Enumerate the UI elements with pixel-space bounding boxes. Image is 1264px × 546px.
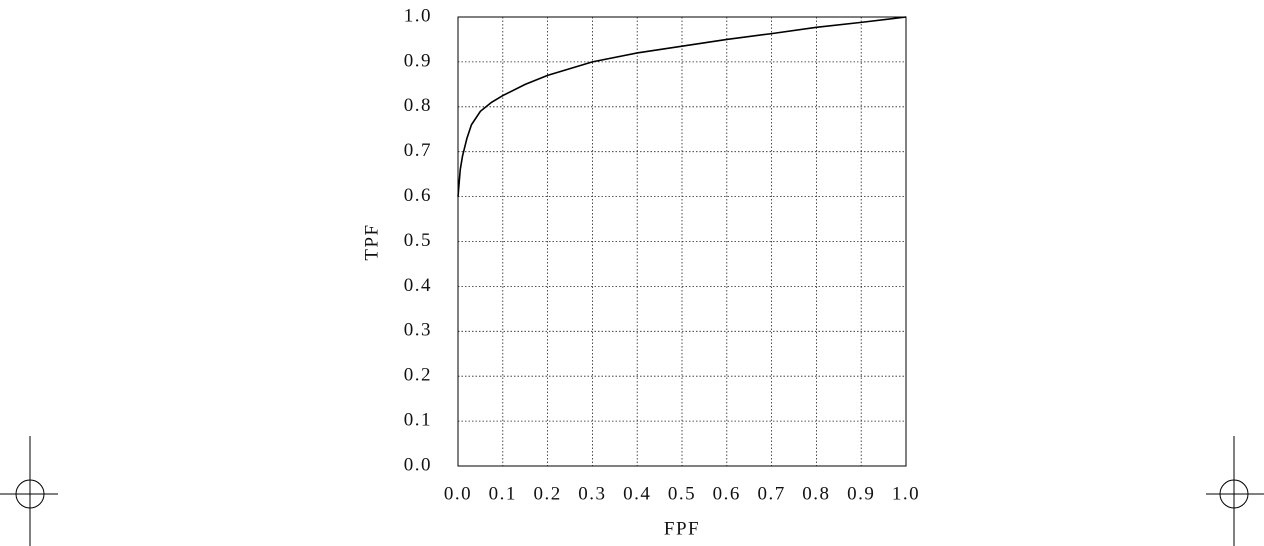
y-tick-label: 0.3 (404, 320, 432, 341)
crop-mark-left (0, 436, 58, 546)
y-tick-label: 0.7 (404, 140, 432, 161)
x-tick-label: 0.3 (578, 483, 606, 504)
x-tick-label: 0.9 (847, 483, 875, 504)
x-tick-label: 1.0 (892, 483, 920, 504)
crop-mark-right (1206, 436, 1264, 546)
y-tick-label: 0.1 (404, 409, 432, 430)
line (457, 16, 907, 197)
y-tick-label: 0.5 (404, 230, 432, 251)
x-tick-label: 0.7 (757, 483, 785, 504)
y-tick-label: 0.4 (404, 275, 432, 296)
y-axis-label: TPF (361, 223, 382, 260)
plot-frame (457, 16, 907, 467)
y-tick-label: 0.8 (404, 95, 432, 116)
y-tick-label: 0.6 (404, 185, 432, 206)
x-tick-label: 0.8 (802, 483, 830, 504)
x-tick-label: 0.6 (713, 483, 741, 504)
x-tick-label: 0.2 (533, 483, 561, 504)
x-axis-label: FPF (664, 518, 700, 539)
x-tick-label: 0.0 (444, 483, 472, 504)
y-tick-label: 0.9 (404, 50, 432, 71)
y-tick-label: 0.2 (404, 365, 432, 386)
x-tick-label: 0.1 (489, 483, 517, 504)
x-tick-label: 0.4 (623, 483, 651, 504)
y-tick-label: 0.0 (404, 454, 432, 475)
x-tick-label: 0.5 (668, 483, 696, 504)
y-tick-label: 1.0 (404, 5, 432, 26)
